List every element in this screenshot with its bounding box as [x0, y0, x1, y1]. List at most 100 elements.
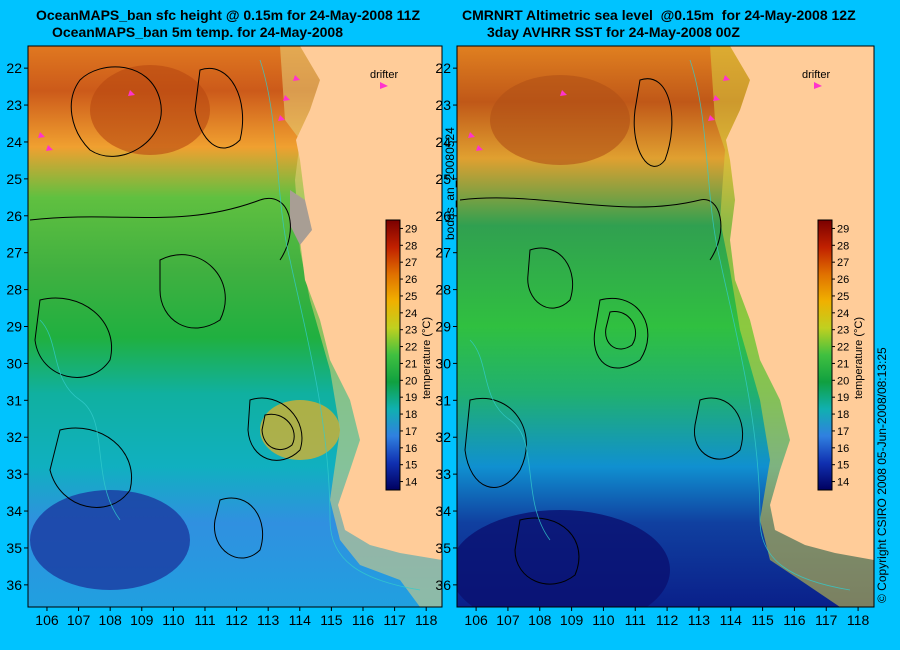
left-drifter-label: drifter [370, 69, 398, 81]
left-lon-tick-label: 112 [225, 612, 248, 628]
right-lon-tick-label: 113 [688, 612, 711, 628]
left-colorbar-tick-label: 28 [405, 240, 417, 252]
left-land [296, 46, 442, 560]
left-lat-tick-label: 28 [6, 282, 22, 298]
right-colorbar-tick-label: 29 [837, 223, 849, 235]
right-drifter-legend-icon [814, 82, 822, 89]
right-height-contours [459, 78, 744, 585]
left-colorbar-tick-label: 15 [405, 460, 417, 472]
right-panel-title-line2: 3day AVHRR SST for 24-May-2008 00Z [487, 24, 740, 40]
left-colorbar-tick-label: 26 [405, 274, 417, 286]
right-colorbar-tick-label: 17 [837, 426, 849, 438]
right-lon-tick-label: 118 [847, 612, 870, 628]
left-colorbar-tick-label: 23 [405, 325, 417, 337]
right-colorbar-ramp [817, 219, 833, 491]
left-lon-tick-label: 116 [352, 612, 375, 628]
right-axes: 106 107 108 109 110 111 112 113 114 115 116 117 118 2… [435, 60, 869, 628]
left-colorbar-tick-label: 29 [405, 223, 417, 235]
right-lat-tick-label: 25 [435, 171, 451, 187]
right-lat-tick-label: 29 [435, 319, 451, 335]
right-drifter-markers [468, 75, 730, 151]
left-height-contours [29, 66, 303, 559]
right-lon-tick-label: 112 [656, 612, 679, 628]
right-lat-tick-label: 34 [435, 503, 451, 519]
right-colorbar: 29 28 27 26 25 24 23 22 21 20 19 18 17 16 15 14 tempera… [817, 219, 865, 491]
right-lon-tick-label: 116 [783, 612, 806, 628]
left-lat-tick-label: 35 [6, 540, 22, 556]
left-panel-title-line2: OceanMAPS_ban 5m temp. for 24-May-2008 [52, 24, 343, 40]
left-lon-tick-label: 111 [194, 612, 215, 628]
right-lon-tick-label: 110 [592, 612, 615, 628]
right-lat-tick-label: 24 [435, 134, 451, 150]
left-lat-tick-label: 34 [6, 503, 22, 519]
left-lat-tick-label: 30 [6, 355, 22, 371]
left-lon-tick-label: 117 [383, 612, 406, 628]
left-colorbar-tick-label: 17 [405, 426, 417, 438]
right-lon-tick-label: 106 [464, 612, 488, 628]
left-colorbar-tick-label: 16 [405, 443, 417, 455]
right-colorbar-label: temperature (°C) [853, 317, 865, 399]
right-lon-tick-label: 111 [625, 612, 646, 628]
right-lat-tick-label: 33 [435, 466, 451, 482]
left-lat-tick-label: 36 [6, 577, 22, 593]
left-lon-tick-label: 108 [98, 612, 122, 628]
right-lat-tick-label: 30 [435, 355, 451, 371]
right-land [726, 46, 874, 560]
right-panel-title-line1: CMRNRT Altimetric sea level @0.15m for 2… [462, 7, 856, 23]
left-lat-tick-label: 26 [6, 208, 22, 224]
right-colorbar-tick-label: 18 [837, 409, 849, 421]
right-lat-tick-label: 31 [435, 392, 451, 408]
left-axes: 106 107 108 109 110 111 112 113 114 115 116 117 118 2… [6, 60, 437, 628]
right-colorbar-tick-label: 27 [837, 257, 849, 269]
right-lat-tick-label: 28 [435, 282, 451, 298]
left-lon-tick-label: 114 [289, 612, 312, 628]
left-lat-tick-label: 24 [6, 134, 22, 150]
left-colorbar: 29 28 27 26 25 24 23 22 21 20 19 18 17 16 15 14 tempera… [385, 219, 433, 491]
right-lon-tick-label: 108 [528, 612, 552, 628]
left-colorbar-tick-label: 14 [405, 477, 417, 489]
right-colorbar-tick-label: 20 [837, 375, 849, 387]
left-isobaths [39, 59, 421, 591]
left-colorbar-tick-label: 22 [405, 342, 417, 354]
left-lon-tick-label: 107 [67, 612, 91, 628]
right-lat-tick-label: 26 [435, 208, 451, 224]
right-colorbar-tick-label: 24 [837, 308, 849, 320]
right-lat-tick-label: 36 [435, 577, 451, 593]
right-lon-tick-label: 107 [496, 612, 520, 628]
left-panel-title-line1: OceanMAPS_ban sfc height @ 0.15m for 24-… [36, 7, 421, 23]
right-isobaths [469, 59, 851, 591]
left-lon-tick-label: 113 [257, 612, 280, 628]
right-lon-tick-label: 114 [720, 612, 743, 628]
left-lon-tick-label: 106 [35, 612, 59, 628]
left-land-shadow [290, 190, 312, 245]
left-lat-tick-label: 25 [6, 171, 22, 187]
right-colorbar-tick-label: 26 [837, 274, 849, 286]
left-cold-pool [30, 490, 190, 590]
left-colorbar-tick-label: 25 [405, 291, 417, 303]
right-cold-pool [457, 510, 670, 607]
left-lon-tick-label: 118 [415, 612, 438, 628]
left-colorbar-tick-label: 21 [405, 358, 417, 370]
left-colorbar-ticks: 29 28 27 26 25 24 23 22 21 20 19 18 17 16 15 14 [400, 223, 417, 489]
left-colorbar-tick-label: 24 [405, 308, 417, 320]
right-colorbar-ticks: 29 28 27 26 25 24 23 22 21 20 19 18 17 16 15 14 [832, 223, 849, 489]
left-lon-tick-label: 109 [130, 612, 154, 628]
left-colorbar-tick-label: 19 [405, 392, 417, 404]
left-lat-tick-label: 23 [6, 97, 22, 113]
left-warm-eddy [260, 400, 340, 460]
left-map-panel [27, 45, 443, 608]
right-lat-tick-label: 32 [435, 429, 451, 445]
right-colorbar-tick-label: 21 [837, 358, 849, 370]
left-lat-tick-label: 32 [6, 429, 22, 445]
right-lat-tick-label: 35 [435, 540, 451, 556]
left-colorbar-tick-label: 18 [405, 409, 417, 421]
left-drifter-markers [38, 75, 300, 151]
left-lon-tick-label: 115 [320, 612, 343, 628]
left-lat-tick-label: 27 [6, 245, 22, 261]
right-colorbar-tick-label: 16 [837, 443, 849, 455]
right-drifter-label: drifter [802, 69, 830, 81]
left-lon-tick-label: 110 [162, 612, 185, 628]
right-colorbar-tick-label: 25 [837, 291, 849, 303]
copyright-label: © Copyright CSIRO 2008 05-Jun-2008/08:13… [875, 347, 889, 603]
left-drifter-legend-icon [380, 82, 388, 89]
